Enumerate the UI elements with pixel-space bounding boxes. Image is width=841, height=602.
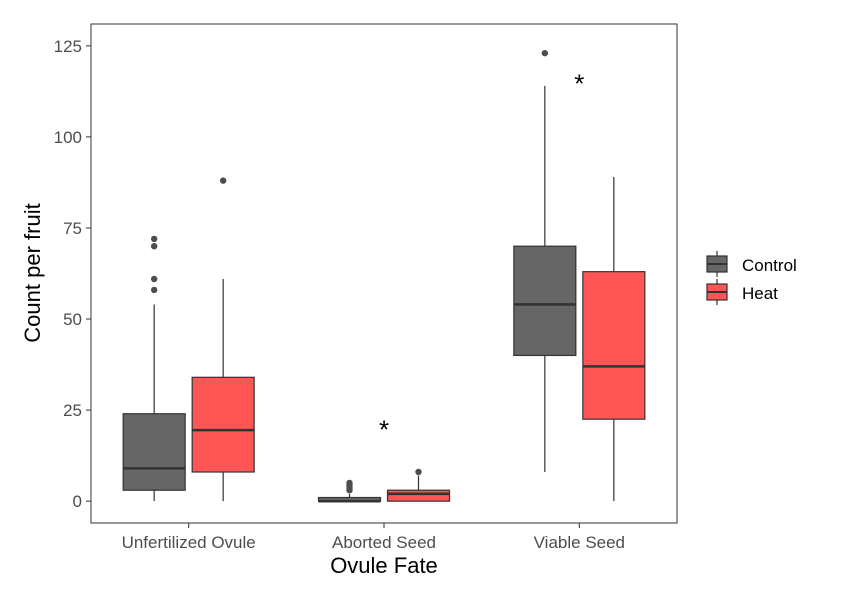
x-axis-title: Ovule Fate (330, 553, 438, 578)
legend: Control Heat (706, 251, 797, 305)
legend-label: Control (742, 256, 797, 275)
significance-asterisk: * (379, 415, 389, 445)
box-control-0 (122, 235, 186, 502)
box-heat-2 (582, 176, 646, 502)
outlier-point (346, 479, 353, 487)
x-tick-label: Aborted Seed (332, 533, 436, 552)
y-tick-label: 50 (63, 310, 82, 329)
outlier-point (219, 177, 227, 184)
box-control-1 (317, 479, 382, 503)
x-tick-label: Unfertilized Ovule (122, 533, 256, 552)
y-tick-label: 0 (73, 492, 82, 511)
outlier-point (415, 468, 422, 476)
boxes-layer (122, 49, 646, 503)
legend-label: Heat (742, 284, 778, 303)
x-axis: Unfertilized Ovule Aborted Seed Viable See… (122, 523, 625, 552)
plot-panel (90, 23, 678, 524)
box-body (122, 413, 186, 491)
outlier-point (150, 242, 158, 250)
box-heat-0 (191, 177, 255, 502)
box-body (582, 271, 646, 420)
box-control-2 (513, 49, 577, 473)
outlier-point (541, 49, 549, 57)
y-tick-label: 125 (54, 37, 82, 56)
significance-asterisk: * (574, 69, 584, 99)
outlier-point (150, 286, 158, 294)
x-tick-label: Viable Seed (534, 533, 625, 552)
box-body (386, 489, 451, 502)
outlier-point (150, 275, 158, 283)
box-heat-1 (386, 468, 451, 502)
y-axis-title: Count per fruit (20, 203, 45, 342)
annotations: ** (379, 69, 584, 445)
y-tick-label: 100 (54, 128, 82, 147)
y-tick-label: 25 (63, 401, 82, 420)
box-body (513, 245, 577, 357)
legend-key-heat (706, 279, 728, 305)
outlier-point (150, 235, 158, 243)
y-axis: 0 25 50 75 100 125 (54, 37, 91, 511)
y-tick-label: 75 (63, 219, 82, 238)
legend-key-control (706, 251, 728, 277)
box-body (191, 376, 255, 473)
